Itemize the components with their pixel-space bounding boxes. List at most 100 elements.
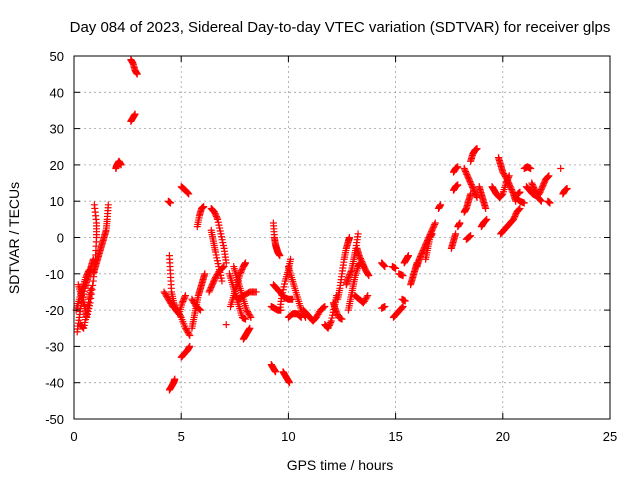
data-point — [365, 272, 373, 280]
data-point — [181, 293, 189, 301]
data-point — [252, 288, 260, 296]
y-tick-label: 10 — [50, 194, 64, 209]
data-point — [171, 375, 179, 383]
data-point — [242, 259, 250, 267]
data-point — [467, 190, 475, 198]
data-point — [104, 201, 112, 209]
data-point — [546, 199, 554, 207]
y-tick-label: 30 — [50, 122, 64, 137]
data-point — [297, 313, 305, 321]
data-point — [117, 161, 125, 169]
data-point — [319, 304, 327, 312]
data-point — [296, 312, 304, 320]
x-tick-label: 20 — [496, 429, 510, 444]
x-tick-label: 0 — [70, 429, 77, 444]
data-point — [184, 189, 192, 197]
data-point — [456, 219, 464, 227]
data-point — [544, 173, 552, 181]
chart-title: Day 084 of 2023, Sidereal Day-to-day VTE… — [70, 19, 611, 36]
data-point — [347, 268, 355, 276]
data-point — [90, 201, 98, 209]
data-point — [537, 196, 545, 204]
data-point — [557, 165, 565, 173]
data-point — [431, 220, 439, 228]
data-point — [381, 263, 389, 271]
data-point — [399, 302, 407, 310]
y-tick-label: -30 — [45, 339, 64, 354]
data-point — [247, 313, 255, 321]
data-layer — [72, 56, 571, 394]
data-point — [346, 234, 354, 241]
data-point — [380, 262, 388, 270]
data-point — [380, 261, 388, 269]
data-point — [321, 302, 329, 310]
y-tick-label: -40 — [45, 376, 64, 391]
data-point — [85, 266, 93, 274]
data-point — [287, 255, 295, 263]
data-point — [213, 214, 221, 222]
y-tick-label: 40 — [50, 85, 64, 100]
data-point — [515, 206, 523, 214]
y-tick-label: 0 — [57, 231, 64, 246]
data-point — [536, 196, 544, 204]
data-point — [413, 259, 421, 267]
y-tick-label: 50 — [50, 49, 64, 64]
data-point — [185, 330, 193, 338]
data-point — [482, 204, 490, 212]
data-point — [195, 305, 203, 313]
data-point — [527, 165, 535, 173]
data-point — [483, 215, 491, 223]
y-tick-label: 20 — [50, 158, 64, 173]
data-point — [437, 201, 445, 209]
data-point — [219, 263, 227, 271]
data-point — [498, 191, 506, 199]
data-point — [84, 268, 92, 276]
data-point — [482, 216, 490, 224]
data-point — [473, 194, 481, 202]
data-point — [354, 230, 362, 238]
data-point — [183, 188, 191, 196]
x-axis-label: GPS time / hours — [287, 457, 394, 473]
data-point — [185, 190, 193, 198]
y-tick-label: -10 — [45, 267, 64, 282]
data-point — [364, 271, 372, 279]
data-point — [285, 379, 293, 387]
data-point — [398, 304, 406, 312]
data-point — [196, 306, 204, 314]
data-point — [272, 368, 280, 376]
x-tick-label: 15 — [388, 429, 402, 444]
data-point — [401, 297, 409, 305]
data-point — [454, 163, 462, 171]
data-point — [218, 277, 226, 285]
data-point — [296, 313, 304, 321]
data-point — [196, 305, 204, 313]
data-point — [392, 264, 400, 272]
data-point — [563, 184, 571, 192]
data-point — [186, 342, 194, 350]
data-point — [327, 318, 335, 326]
data-point — [222, 259, 230, 267]
data-point — [481, 217, 489, 225]
y-axis-label: SDTVAR / TECUs — [6, 182, 22, 294]
data-point — [516, 204, 524, 212]
x-tick-label: 10 — [281, 429, 295, 444]
data-point — [544, 173, 552, 181]
axis-layer: 0 5 10 15 20 25 -50 -40 -30 -20 -10 0 10 20 30 40 50 — [45, 49, 617, 444]
y-tick-label: -50 — [45, 412, 64, 427]
data-point — [404, 252, 412, 260]
y-tick-label: -20 — [45, 303, 64, 318]
data-point — [166, 199, 174, 207]
data-point — [516, 188, 524, 196]
data-point — [87, 284, 95, 292]
data-point — [176, 312, 184, 320]
data-point — [133, 70, 141, 78]
data-point — [472, 192, 480, 200]
data-point — [320, 303, 328, 311]
data-point — [131, 110, 139, 118]
grid-layer — [74, 56, 610, 419]
x-tick-label: 5 — [178, 429, 185, 444]
data-point — [431, 219, 439, 227]
data-point — [246, 312, 254, 320]
